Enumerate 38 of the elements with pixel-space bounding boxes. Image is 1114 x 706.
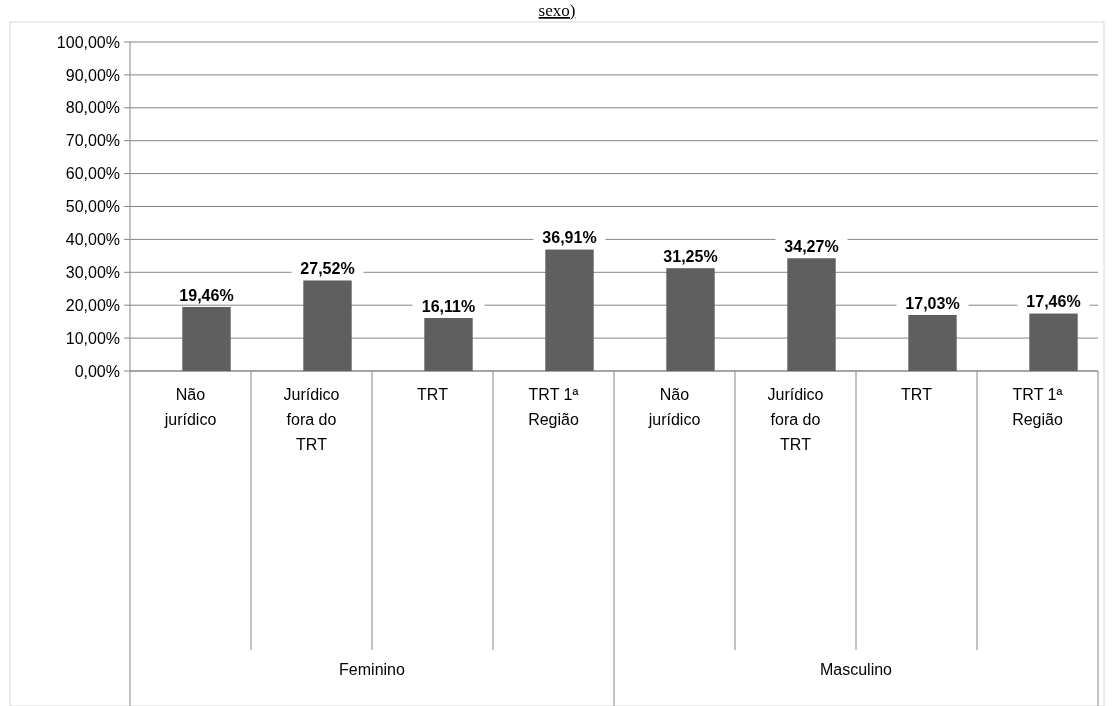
chart-title: sexo) [538, 1, 576, 20]
y-tick-label: 0,00% [74, 362, 120, 380]
text: Feminino [339, 661, 405, 678]
x-tick-label: Não jurídico [647, 386, 701, 428]
y-tick-label: 90,00% [65, 66, 120, 84]
y-tick-label: 30,00% [65, 263, 120, 281]
y-tick-label: 40,00% [65, 231, 120, 248]
y-tick-label: 60,00% [65, 165, 120, 183]
bar [1029, 313, 1078, 371]
data-label: 27,52% [300, 260, 355, 278]
data-label: 19,46% [179, 286, 234, 304]
x-tick-label: TRT 1ª Região [528, 386, 579, 428]
y-tick-label: 100,00% [56, 33, 120, 51]
x-tick-label: TRT [417, 386, 449, 403]
y-tick-label: 50,00% [65, 198, 120, 216]
x-tick-label: Não jurídico [163, 386, 217, 428]
bar [182, 306, 231, 371]
data-label: 17,46% [1026, 293, 1081, 311]
y-tick-label: 20,00% [65, 296, 120, 314]
text: Masculino [819, 661, 893, 678]
data-label: 36,91% [542, 229, 597, 247]
bar [908, 314, 957, 371]
x-tick-label: Jurídico fora do TRT [283, 386, 340, 453]
y-tick-label: 80,00% [65, 99, 120, 117]
bar [666, 268, 715, 371]
data-label: 31,25% [663, 247, 718, 265]
data-label: 17,03% [905, 294, 960, 312]
data-label: 34,27% [784, 237, 839, 255]
data-label: 16,11% [421, 297, 476, 315]
x-tick-label: Jurídico fora do TRT [767, 386, 824, 453]
bar [545, 249, 594, 371]
bar [424, 318, 473, 371]
bar [787, 258, 836, 371]
x-tick-label: TRT [901, 386, 933, 403]
y-tick-label: 70,00% [65, 132, 120, 150]
bar [303, 280, 352, 371]
x-tick-label: TRT 1ª Região [1012, 386, 1063, 428]
y-tick-label: 10,00% [65, 329, 120, 347]
